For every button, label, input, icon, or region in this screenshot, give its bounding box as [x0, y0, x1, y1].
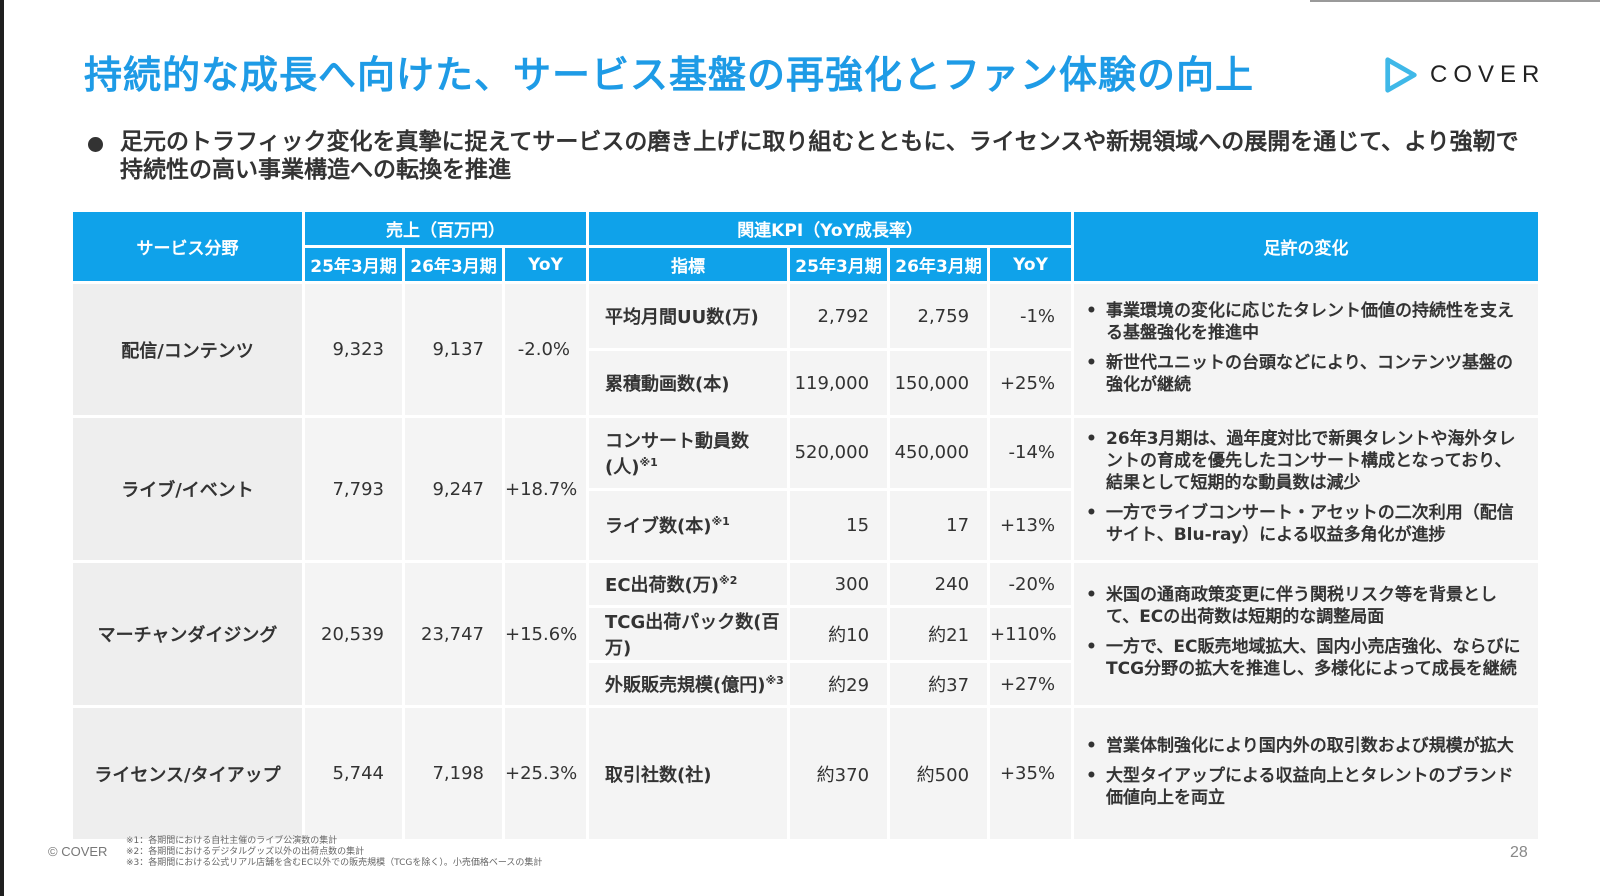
table-subheader-row: 25年3月期 26年3月期 YoY 指標 25年3月期 26年3月期 YoY	[72, 245, 1540, 284]
footnote-3: ※3：各期間における公式リアル店舗を含むEC以外での販売規模（TCGを除く）。小…	[126, 858, 543, 868]
header-kpi-yoy: YoY	[987, 245, 1075, 284]
header-fy26: 26年3月期	[402, 245, 505, 284]
note-item: 営業体制強化により国内外の取引数および規模が拡大	[1082, 735, 1524, 757]
kpi-fy25: 15	[787, 487, 891, 563]
changes-notes: 26年3月期は、過年度対比で新興タレントや海外タレントの育成を優先したコンサート…	[1071, 415, 1542, 563]
kpi-fy26: 240	[887, 560, 991, 608]
sales-fy26: 9,137	[402, 281, 505, 418]
bullet-dot-icon	[88, 137, 103, 152]
changes-notes: 米国の通商政策変更に伴う関税リスク等を背景として、ECの出荷数は短期的な調整局面…	[1071, 560, 1542, 708]
table-header-row: サービス分野 売上（百万円） 関連KPI（YoY成長率） 足許の変化	[70, 209, 1542, 284]
kpi-yoy: +35%	[987, 705, 1075, 842]
kpi-name: 平均月間UU数(万)	[586, 281, 791, 351]
logo-text: COVER	[1430, 61, 1546, 88]
kpi-name: TCG出荷パック数(百万)	[586, 605, 791, 663]
sales-yoy: -2.0%	[501, 281, 590, 418]
kpi-yoy: +13%	[987, 487, 1075, 563]
table-row: 配信/コンテンツ 9,323 9,137 -2.0% 平均月間UU数(万) 2,…	[70, 281, 1542, 418]
table-row: 累積動画数(本) 119,000 150,000 +25%	[72, 348, 1540, 418]
note-item: 米国の通商政策変更に伴う関税リスク等を背景として、ECの出荷数は短期的な調整局面	[1082, 584, 1524, 628]
kpi-fy25: 300	[787, 560, 891, 608]
note-item: 26年3月期は、過年度対比で新興タレントや海外タレントの育成を優先したコンサート…	[1082, 428, 1524, 494]
header-yoy: YoY	[501, 245, 590, 284]
changes-notes: 事業環境の変化に応じたタレント価値の持続性を支える基盤強化を推進中 新世代ユニッ…	[1071, 281, 1542, 418]
kpi-fy26: 150,000	[887, 348, 991, 418]
note-item: 大型タイアップによる収益向上とタレントのブランド価値向上を両立	[1082, 765, 1524, 809]
summary-bullet: 足元のトラフィック変化を真摯に捉えてサービスの磨き上げに取り組むとともに、ライセ…	[84, 128, 1524, 184]
summary-text: 足元のトラフィック変化を真摯に捉えてサービスの磨き上げに取り組むとともに、ライセ…	[120, 129, 1519, 183]
note-item: 事業環境の変化に応じたタレント価値の持続性を支える基盤強化を推進中	[1082, 300, 1524, 344]
sales-fy25: 5,744	[302, 705, 405, 842]
note-item: 一方で、EC販売地域拡大、国内小売店強化、ならびにTCG分野の拡大を推進し、多様…	[1082, 636, 1524, 680]
footnotes: ※1：各期間における自社主催のライブ公演数の集計 ※2：各期間におけるデジタルグ…	[126, 836, 542, 869]
service-name: 配信/コンテンツ	[70, 281, 305, 418]
header-kpi-group: 関連KPI（YoY成長率）	[586, 209, 1075, 248]
table-row: ライセンス/タイアップ 5,744 7,198 +25.3% 取引社数(社) 約…	[70, 705, 1542, 842]
kpi-name: EC出荷数(万)※2	[586, 560, 791, 608]
page-number: 28	[1510, 844, 1528, 861]
kpi-table: サービス分野 売上（百万円） 関連KPI（YoY成長率） 足許の変化 25年3月…	[70, 209, 1542, 842]
header-service: サービス分野	[70, 209, 305, 284]
sales-fy25: 7,793	[302, 415, 405, 563]
sales-fy26: 9,247	[402, 415, 505, 563]
header-changes: 足許の変化	[1071, 209, 1542, 284]
kpi-name: 取引社数(社)	[586, 705, 791, 842]
header-indicator: 指標	[586, 245, 791, 284]
sales-yoy: +25.3%	[501, 705, 590, 842]
kpi-fy26: 17	[887, 487, 991, 563]
kpi-fy25: 520,000	[787, 415, 891, 491]
header-kpi-fy26: 26年3月期	[887, 245, 991, 284]
header-sales-group: 売上（百万円）	[301, 209, 590, 248]
slide-title: 持続的な成長へ向けた、サービス基盤の再強化とファン体験の向上	[84, 53, 1255, 97]
footer-copyright: © COVER	[48, 844, 108, 859]
kpi-name: コンサート動員数(人)※1	[586, 415, 791, 491]
kpi-fy26: 2,759	[887, 281, 991, 351]
service-name: マーチャンダイジング	[70, 560, 305, 708]
kpi-fy26: 450,000	[887, 415, 991, 491]
cover-logo: COVER	[1382, 56, 1545, 94]
kpi-yoy: +25%	[987, 348, 1075, 418]
footnote-1: ※1：各期間における自社主催のライブ公演数の集計	[126, 836, 338, 846]
note-item: 新世代ユニットの台頭などにより、コンテンツ基盤の強化が継続	[1082, 352, 1524, 396]
kpi-yoy: -20%	[987, 560, 1075, 608]
table-row: ライブ/イベント 7,793 9,247 +18.7% コンサート動員数(人)※…	[70, 415, 1542, 563]
note-item: 一方でライブコンサート・アセットの二次利用（配信サイト、Blu-ray）による収…	[1082, 502, 1524, 546]
sales-fy25: 9,323	[302, 281, 405, 418]
kpi-name: 外販販売規模(億円)※3	[586, 660, 791, 708]
kpi-fy26: 約500	[887, 705, 991, 842]
service-name: ライブ/イベント	[70, 415, 305, 563]
kpi-fy25: 2,792	[787, 281, 891, 351]
kpi-fy25: 約29	[787, 660, 891, 708]
table-row: ライブ数(本)※1 15 17 +13%	[72, 487, 1540, 563]
kpi-yoy: +110%	[987, 605, 1075, 663]
changes-notes: 営業体制強化により国内外の取引数および規模が拡大 大型タイアップによる収益向上と…	[1071, 705, 1542, 842]
cover-logo-icon	[1385, 57, 1417, 93]
sales-fy25: 20,539	[302, 560, 405, 708]
kpi-name: ライブ数(本)※1	[586, 487, 791, 563]
left-edge-bar	[0, 0, 4, 896]
kpi-fy26: 約21	[887, 605, 991, 663]
table-row: マーチャンダイジング 20,539 23,747 +15.6% EC出荷数(万)…	[70, 560, 1542, 708]
table-row: TCG出荷パック数(百万) 約10 約21 +110%	[72, 605, 1540, 663]
kpi-yoy: -1%	[987, 281, 1075, 351]
sales-yoy: +15.6%	[501, 560, 590, 708]
sales-fy26: 23,747	[402, 560, 505, 708]
kpi-yoy: +27%	[987, 660, 1075, 708]
header-fy25: 25年3月期	[302, 245, 405, 284]
sales-fy26: 7,198	[402, 705, 505, 842]
header-kpi-fy25: 25年3月期	[787, 245, 891, 284]
kpi-fy25: 119,000	[787, 348, 891, 418]
service-name: ライセンス/タイアップ	[70, 705, 305, 842]
footnote-2: ※2：各期間におけるデジタルグッズ以外の出荷点数の集計	[126, 847, 365, 857]
kpi-fy26: 約37	[887, 660, 991, 708]
kpi-name: 累積動画数(本)	[586, 348, 791, 418]
kpi-fy25: 約10	[787, 605, 891, 663]
table-row: 外販販売規模(億円)※3 約29 約37 +27%	[72, 660, 1540, 708]
kpi-yoy: -14%	[987, 415, 1075, 491]
top-rule	[1310, 0, 1600, 2]
sales-yoy: +18.7%	[501, 415, 590, 563]
kpi-fy25: 約370	[787, 705, 891, 842]
